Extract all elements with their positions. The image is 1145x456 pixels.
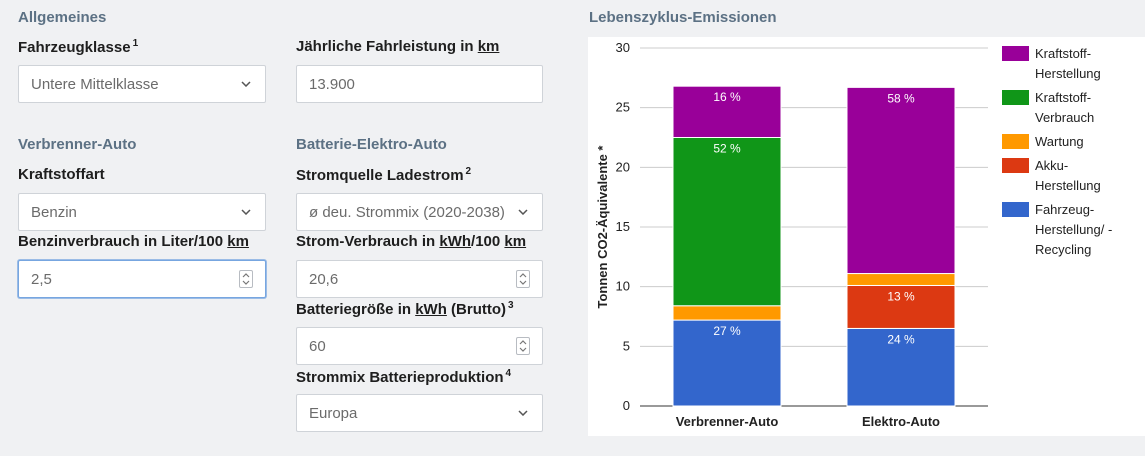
fuel-consumption-label: Benzinverbrauch in Liter/100 km	[18, 233, 249, 250]
footnote-4: 4	[505, 368, 512, 379]
chevron-down-icon	[239, 205, 253, 219]
legend-swatch	[1002, 46, 1029, 61]
section-heading-general: Allgemeines	[18, 9, 107, 26]
fuel-type-value: Benzin	[31, 203, 77, 221]
section-heading-chart: Lebenszyklus-Emissionen	[589, 9, 777, 26]
battery-mix-label-text: Strommix Batterieproduktion	[296, 369, 504, 386]
battery-size-value: 60	[309, 337, 326, 355]
power-source-select[interactable]: ø deu. Strommix (2020-2038)	[296, 193, 543, 231]
legend-label: Akku-	[1035, 158, 1068, 173]
brutto-text: (Brutto)	[446, 301, 507, 318]
section-heading-combustion: Verbrenner-Auto	[18, 136, 137, 153]
footnote-1: 1	[132, 38, 139, 49]
x-tick-label: Verbrenner-Auto	[676, 414, 779, 429]
legend-label: Fahrzeug-	[1035, 202, 1094, 217]
per-100-text: /100	[471, 233, 505, 250]
mileage-value: 13.900	[309, 75, 355, 93]
kwh-unit: kWh	[439, 233, 472, 250]
section-heading-electric: Batterie-Elektro-Auto	[296, 136, 447, 153]
bar-segment	[672, 137, 782, 307]
battery-mix-select[interactable]: Europa	[296, 394, 543, 432]
fuel-consumption-label-text: Benzinverbrauch in Liter/100	[18, 233, 228, 250]
y-tick-label: 0	[623, 398, 630, 413]
data-label: 58 %	[887, 91, 915, 105]
data-label: 24 %	[887, 332, 915, 346]
legend-label: Kraftstoff-	[1035, 90, 1091, 105]
y-tick-label: 20	[616, 159, 630, 174]
battery-mix-label: Strommix Batterieproduktion 4	[296, 368, 511, 386]
fuel-consumption-input[interactable]: 2,5	[18, 260, 266, 298]
power-consumption-label-text: Strom-Verbrauch in	[296, 233, 440, 250]
data-label: 27 %	[713, 324, 741, 338]
y-tick-label: 30	[616, 40, 630, 55]
chevron-down-icon	[239, 77, 253, 91]
data-label: 16 %	[713, 90, 741, 104]
mileage-unit: km	[477, 38, 500, 55]
chevron-down-icon	[516, 406, 530, 420]
x-tick-label: Elektro-Auto	[862, 414, 940, 429]
vehicle-class-label: Fahrzeugklasse 1	[18, 38, 138, 56]
y-tick-label: 10	[616, 279, 630, 294]
vehicle-class-select[interactable]: Untere Mittelklasse	[18, 65, 266, 103]
legend-swatch	[1002, 90, 1029, 105]
bar-segment	[846, 86, 956, 275]
power-consumption-label: Strom-Verbrauch in kWh/100 km	[296, 233, 526, 250]
footnote-2: 2	[465, 166, 472, 177]
battery-size-label-text: Batteriegröße in	[296, 301, 416, 318]
km-unit: km	[504, 233, 527, 250]
power-consumption-value: 20,6	[309, 270, 339, 288]
legend-label: Herstellung/ -	[1035, 222, 1112, 237]
legend-label: Herstellung	[1035, 178, 1101, 193]
legend-swatch	[1002, 158, 1029, 173]
bar-segment	[846, 327, 956, 407]
data-label: 13 %	[887, 289, 915, 303]
fuel-type-label: Kraftstoffart	[18, 166, 105, 183]
vehicle-class-value: Untere Mittelklasse	[31, 75, 159, 93]
spinner-icon[interactable]	[239, 270, 253, 288]
legend-label: Recycling	[1035, 242, 1091, 257]
fuel-type-select[interactable]: Benzin	[18, 193, 266, 231]
spinner-icon[interactable]	[516, 337, 530, 355]
legend-swatch	[1002, 202, 1029, 217]
y-tick-label: 5	[623, 338, 630, 353]
kwh-unit: kWh	[415, 301, 447, 318]
emissions-chart-svg: 0 5 10 15 20 25 30 Tonnen CO2-Äquivalente * 27 %…	[595, 40, 1112, 429]
y-tick-label: 15	[616, 219, 630, 234]
power-source-label: Stromquelle Ladestrom 2	[296, 166, 471, 184]
footnote-3: 3	[508, 300, 514, 311]
bar-segment	[672, 85, 782, 138]
battery-size-label: Batteriegröße in kWh (Brutto) 3	[296, 300, 514, 318]
bar-segment	[846, 273, 956, 286]
bar-segment	[672, 319, 782, 407]
legend-swatch	[1002, 134, 1029, 149]
data-label: 52 %	[713, 142, 741, 156]
chevron-down-icon	[516, 205, 530, 219]
y-axis-label: Tonnen CO2-Äquivalente *	[595, 145, 610, 309]
bar-segment	[672, 305, 782, 321]
mileage-input[interactable]: 13.900	[296, 65, 543, 103]
fuel-consumption-unit: km	[227, 233, 249, 250]
emissions-chart: 0 5 10 15 20 25 30 Tonnen CO2-Äquivalente * 27 %…	[588, 37, 1145, 436]
legend-label: Kraftstoff-	[1035, 46, 1091, 61]
vehicle-class-label-text: Fahrzeugklasse	[18, 39, 131, 56]
power-source-value: ø deu. Strommix (2020-2038)	[309, 203, 505, 221]
power-source-label-text: Stromquelle Ladestrom	[296, 167, 464, 184]
battery-size-input[interactable]: 60	[296, 327, 543, 365]
mileage-label: Jährliche Fahrleistung in km	[296, 38, 499, 55]
legend-label: Verbrauch	[1035, 110, 1094, 125]
bar-segment	[846, 284, 956, 329]
spinner-icon[interactable]	[516, 270, 530, 288]
power-consumption-input[interactable]: 20,6	[296, 260, 543, 298]
legend-label: Wartung	[1035, 134, 1084, 149]
y-tick-label: 25	[616, 100, 630, 115]
mileage-label-text: Jährliche Fahrleistung in	[296, 38, 478, 55]
fuel-consumption-value: 2,5	[31, 270, 52, 288]
battery-mix-value: Europa	[309, 404, 358, 422]
legend-label: Herstellung	[1035, 66, 1101, 81]
